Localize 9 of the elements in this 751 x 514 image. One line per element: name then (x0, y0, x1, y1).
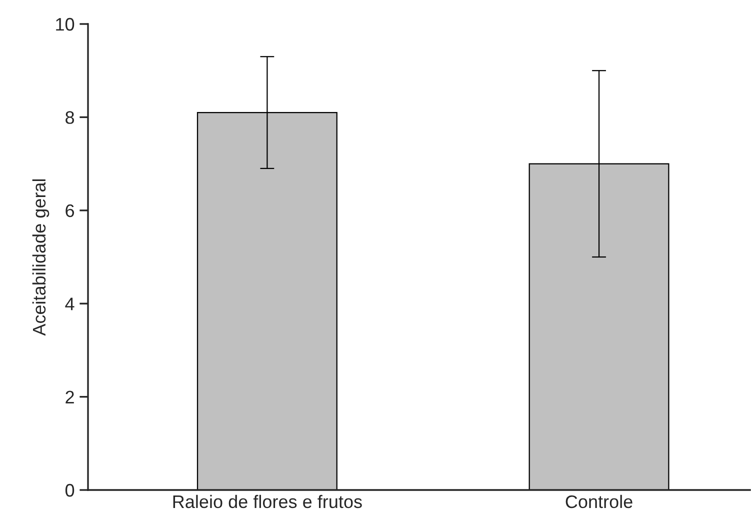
y-tick-label: 4 (65, 298, 74, 310)
y-tick-label: 0 (65, 484, 74, 497)
x-tick-label: Controle (566, 494, 632, 508)
y-tick-label: 8 (66, 111, 74, 124)
y-tick-label: 2 (66, 390, 74, 404)
y-tick-label: 6 (66, 204, 74, 218)
x-tick-label: Raleio de flores e frutos (173, 494, 362, 508)
y-axis-title: Aceitabilidade geral (32, 179, 50, 336)
y-tick-label: 10 (56, 18, 74, 31)
